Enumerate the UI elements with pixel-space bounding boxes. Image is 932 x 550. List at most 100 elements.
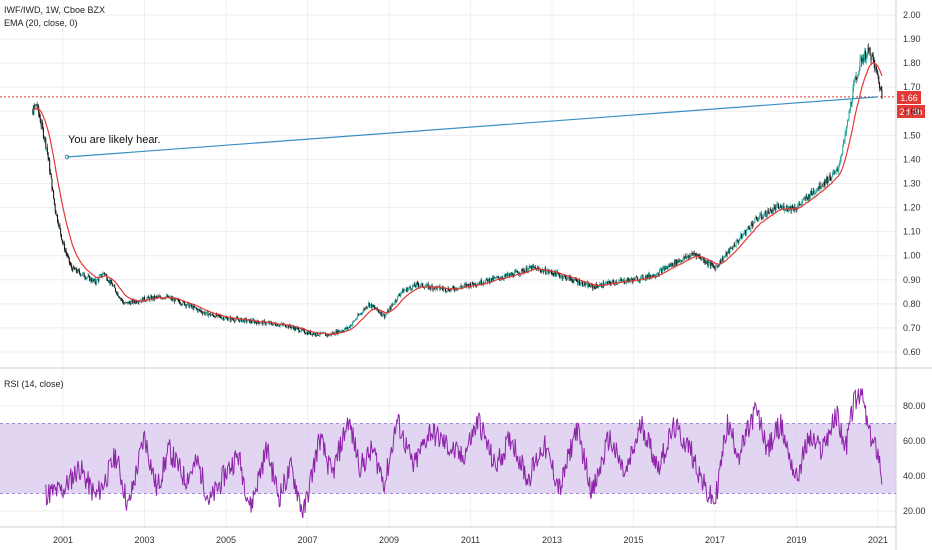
- candle-body: [604, 283, 606, 286]
- candle-body: [395, 299, 397, 302]
- candle-body: [444, 287, 446, 292]
- candle-body: [366, 307, 368, 309]
- candle-body: [835, 169, 837, 171]
- candle-body: [252, 319, 254, 323]
- candle-body: [127, 301, 129, 304]
- candle-body: [202, 312, 204, 314]
- candle-body: [622, 279, 624, 281]
- candle-body: [618, 280, 620, 282]
- candle-body: [714, 267, 716, 271]
- candle-body: [226, 317, 228, 319]
- candle-body: [413, 283, 415, 287]
- candle-body: [752, 222, 754, 227]
- candle-body: [313, 333, 315, 335]
- candle-body: [618, 281, 620, 284]
- candle-body: [730, 247, 732, 249]
- candle-body: [386, 310, 388, 314]
- candle-body: [96, 279, 98, 280]
- candle-body: [480, 280, 482, 285]
- candle-body: [154, 295, 156, 299]
- candle-body: [745, 230, 747, 235]
- candle-body: [337, 330, 339, 334]
- candle-body: [93, 279, 95, 281]
- candle-body: [308, 331, 310, 334]
- candle-body: [825, 179, 827, 183]
- candle-body: [48, 158, 50, 161]
- trend-line[interactable]: [67, 96, 879, 158]
- candle-body: [314, 333, 316, 335]
- candle-body: [70, 264, 72, 266]
- candle-body: [814, 192, 816, 194]
- price-axis[interactable]: 2.00 1.90 1.80 1.70 1.60 1.50 1.40 1.30 1.20 1.10…: [903, 10, 921, 357]
- candle-body: [307, 331, 309, 335]
- candle-body: [345, 327, 347, 330]
- candle-body: [419, 286, 421, 287]
- candle-body: [45, 138, 47, 148]
- candle-body: [667, 266, 669, 268]
- candle-body: [868, 47, 870, 52]
- candle-body: [844, 132, 846, 140]
- candle-body: [495, 277, 497, 279]
- candle-body: [132, 299, 134, 304]
- candle-body: [589, 284, 591, 287]
- candle-body: [380, 311, 382, 315]
- candle-body: [490, 278, 492, 282]
- candle-body: [143, 296, 145, 302]
- candle-body: [361, 312, 363, 314]
- candle-body: [348, 326, 350, 328]
- candle-body: [685, 255, 687, 258]
- candle-body: [437, 286, 439, 290]
- candle-body: [92, 279, 94, 282]
- candle-body: [286, 327, 288, 328]
- candle-body: [571, 279, 573, 280]
- candle-body: [875, 67, 877, 70]
- candle-body: [864, 50, 866, 58]
- rsi-axis[interactable]: 80.00 60.00 40.00 20.00: [903, 401, 926, 516]
- candle-body: [34, 105, 36, 107]
- candle-body: [311, 333, 313, 336]
- candle-body: [340, 331, 342, 332]
- candle-body: [64, 250, 66, 252]
- candle-body: [359, 314, 361, 315]
- candle-body: [570, 277, 572, 280]
- chart-annotation[interactable]: You are likely hear.: [68, 134, 161, 146]
- candle-body: [230, 317, 232, 321]
- candle-body: [187, 303, 189, 304]
- candle-body: [473, 283, 475, 286]
- candle-body: [430, 287, 432, 289]
- candle-body: [879, 82, 881, 89]
- candle-body: [367, 306, 369, 308]
- rsi-tick-label: 60.00: [903, 436, 926, 446]
- candle-body: [201, 312, 203, 314]
- candle-body: [653, 274, 655, 277]
- candle-body: [589, 286, 591, 288]
- candle-body: [848, 111, 850, 120]
- candle-body: [136, 300, 138, 303]
- candle-body: [656, 274, 658, 276]
- candle-body: [590, 284, 592, 288]
- price-tick-label: 1.60: [903, 106, 921, 116]
- time-axis[interactable]: 2001 2003 2005 2007 2009 2011 2013 2015 2017 2019…: [53, 535, 888, 545]
- candle-body: [627, 277, 629, 283]
- candle-body: [809, 196, 811, 200]
- trend-line-anchor[interactable]: [64, 154, 70, 160]
- candle-body: [615, 281, 617, 284]
- candle-body: [53, 190, 55, 199]
- candle-body: [630, 278, 632, 281]
- candle-body: [378, 310, 380, 313]
- candle-body: [700, 258, 702, 260]
- candle-body: [180, 303, 182, 305]
- candle-body: [846, 120, 848, 127]
- candle-body: [792, 205, 794, 209]
- candle-body: [351, 323, 353, 326]
- candle-body: [498, 276, 500, 278]
- candle-body: [810, 190, 812, 197]
- candle-body: [155, 296, 157, 298]
- candle-body: [796, 209, 797, 211]
- candle-body: [382, 315, 384, 316]
- candle-body: [806, 197, 808, 201]
- candle-body: [541, 270, 543, 272]
- candle-body: [567, 276, 569, 279]
- price-tag-box: [897, 91, 921, 104]
